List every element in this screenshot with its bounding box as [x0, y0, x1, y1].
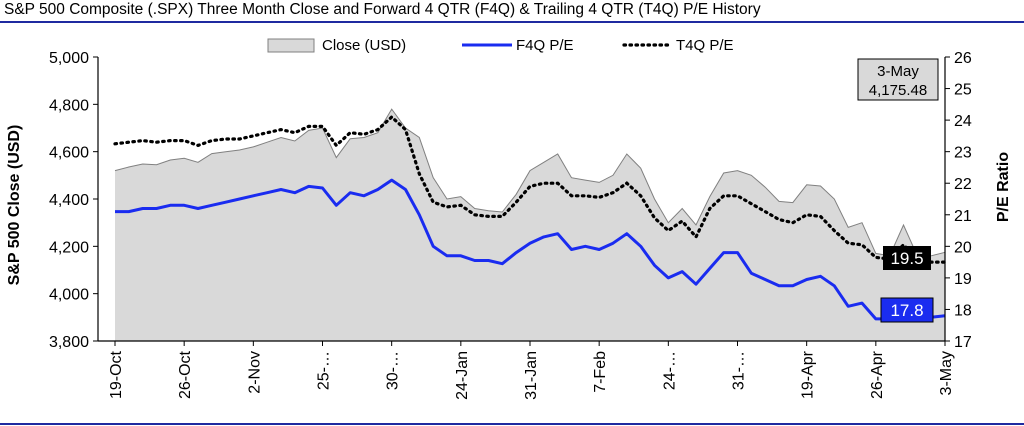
t4q-line	[113, 114, 947, 264]
x-tick-label: 31-…	[731, 351, 748, 390]
x-tick-label: 2-Nov	[246, 351, 263, 394]
close-area	[115, 109, 945, 341]
y-tick-label: 4,400	[49, 192, 89, 209]
y2-tick-label: 25	[954, 82, 972, 99]
x-tick-label: 25-…	[316, 351, 333, 390]
top-rule	[0, 21, 1024, 23]
x-tick-label: 31-Jan	[523, 351, 540, 400]
y-tick-label: 4,000	[49, 287, 89, 304]
x-tick-label: 24-Jan	[454, 351, 471, 400]
date-callout-close: 4,175.48	[869, 82, 927, 99]
y-tick-label: 4,200	[49, 239, 89, 256]
f4q-value-label: 17.8	[890, 301, 923, 320]
y2-tick-label: 22	[954, 176, 972, 193]
legend-close-label: Close (USD)	[322, 37, 406, 54]
y-tick-label: 5,000	[49, 50, 89, 67]
y2-tick-label: 17	[954, 334, 972, 351]
date-callout-date: 3-May	[877, 63, 919, 80]
x-tick-label: 19-Oct	[108, 350, 125, 399]
y-axis-title: S&P 500 Close (USD)	[6, 125, 23, 286]
y2-tick-label: 20	[954, 239, 972, 256]
x-tick-label: 26-Apr	[869, 350, 886, 399]
y2-tick-label: 18	[954, 302, 972, 319]
t4q-value-label: 19.5	[890, 249, 923, 268]
y2-tick-label: 24	[954, 113, 972, 130]
x-tick-label: 7-Feb	[592, 351, 609, 393]
date-callout-box	[857, 58, 939, 101]
y-tick-label: 4,800	[49, 97, 89, 114]
close-area-edge	[114, 108, 946, 257]
f4q-line	[115, 178, 946, 321]
y2-tick-label: 21	[954, 208, 972, 225]
legend-close-swatch	[267, 38, 315, 53]
legend-f4q-label: F4Q P/E	[516, 37, 574, 54]
x-tick-label: 24-…	[661, 351, 678, 390]
y2-tick-label: 23	[954, 145, 972, 162]
y2-tick-label: 19	[954, 271, 972, 288]
t4q-value-callout	[883, 246, 931, 270]
x-tick-label: 3-May	[938, 351, 955, 395]
x-tick-label: 19-Apr	[800, 350, 817, 399]
y-tick-label: 4,600	[49, 145, 89, 162]
y2-axis-title: P/E Ratio	[995, 152, 1012, 222]
legend-t4q-label: T4Q P/E	[676, 37, 734, 54]
bottom-rule	[0, 423, 1024, 425]
x-tick-label: 30-…	[385, 351, 402, 390]
x-tick-label: 26-Oct	[177, 350, 194, 399]
y2-tick-label: 26	[954, 50, 972, 67]
chart-title: S&P 500 Composite (.SPX) Three Month Clo…	[4, 1, 761, 18]
f4q-value-callout	[880, 297, 934, 323]
y-tick-label: 3,800	[49, 334, 89, 351]
